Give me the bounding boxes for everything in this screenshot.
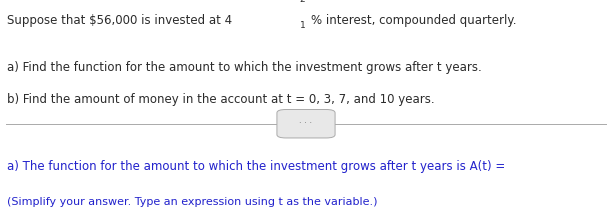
Text: % interest, compounded quarterly.: % interest, compounded quarterly.	[311, 14, 516, 27]
Text: · · ·: · · ·	[299, 119, 313, 128]
Text: 1: 1	[300, 21, 305, 30]
Text: a) Find the function for the amount to which the investment grows after t years.: a) Find the function for the amount to w…	[7, 61, 482, 74]
Text: a) The function for the amount to which the investment grows after t years is A(: a) The function for the amount to which …	[7, 160, 506, 173]
Text: Suppose that $56,000 is invested at 4: Suppose that $56,000 is invested at 4	[7, 14, 233, 27]
Text: 2: 2	[300, 0, 305, 4]
Text: (Simplify your answer. Type an expression using t as the variable.): (Simplify your answer. Type an expressio…	[7, 197, 378, 207]
FancyBboxPatch shape	[277, 110, 335, 138]
Text: b) Find the amount of money in the account at t = 0, 3, 7, and 10 years.: b) Find the amount of money in the accou…	[7, 93, 435, 106]
